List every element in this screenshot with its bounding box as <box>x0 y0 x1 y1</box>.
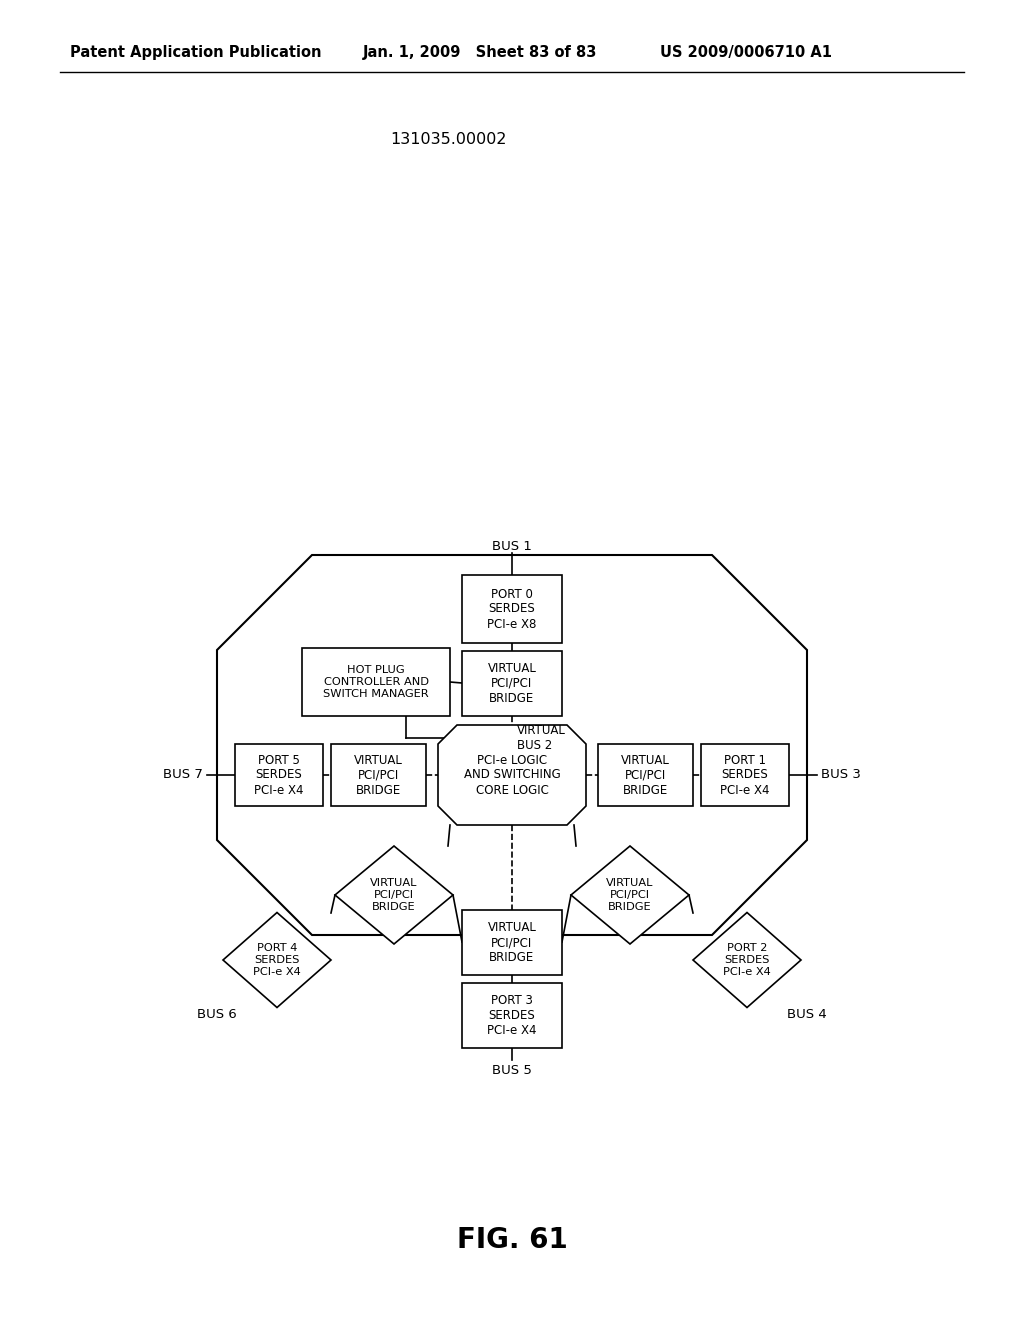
FancyBboxPatch shape <box>331 744 426 807</box>
FancyBboxPatch shape <box>462 983 562 1048</box>
Text: HOT PLUG
CONTROLLER AND
SWITCH MANAGER: HOT PLUG CONTROLLER AND SWITCH MANAGER <box>324 665 429 698</box>
Text: PORT 4
SERDES
PCI-e X4: PORT 4 SERDES PCI-e X4 <box>253 944 301 977</box>
Text: PORT 2
SERDES
PCI-e X4: PORT 2 SERDES PCI-e X4 <box>723 944 771 977</box>
Text: VIRTUAL
PCI/PCI
BRIDGE: VIRTUAL PCI/PCI BRIDGE <box>622 754 670 796</box>
Text: 131035.00002: 131035.00002 <box>390 132 507 148</box>
FancyBboxPatch shape <box>462 909 562 975</box>
Text: VIRTUAL
PCI/PCI
BRIDGE: VIRTUAL PCI/PCI BRIDGE <box>371 878 418 912</box>
Text: PORT 0
SERDES
PCI-e X8: PORT 0 SERDES PCI-e X8 <box>487 587 537 631</box>
FancyBboxPatch shape <box>701 744 790 807</box>
Polygon shape <box>335 846 453 944</box>
Text: BUS 6: BUS 6 <box>198 1008 237 1022</box>
Text: Patent Application Publication: Patent Application Publication <box>70 45 322 59</box>
FancyBboxPatch shape <box>234 744 323 807</box>
Text: BUS 3: BUS 3 <box>821 768 861 781</box>
Polygon shape <box>217 554 807 935</box>
Text: VIRTUAL
PCI/PCI
BRIDGE: VIRTUAL PCI/PCI BRIDGE <box>487 663 537 705</box>
Text: US 2009/0006710 A1: US 2009/0006710 A1 <box>660 45 831 59</box>
Polygon shape <box>438 725 586 825</box>
Text: Jan. 1, 2009   Sheet 83 of 83: Jan. 1, 2009 Sheet 83 of 83 <box>362 45 597 59</box>
Polygon shape <box>223 912 331 1007</box>
Text: BUS 7: BUS 7 <box>163 768 203 781</box>
Text: VIRTUAL
BUS 2: VIRTUAL BUS 2 <box>517 723 566 752</box>
Text: PORT 1
SERDES
PCI-e X4: PORT 1 SERDES PCI-e X4 <box>720 754 770 796</box>
FancyBboxPatch shape <box>302 648 450 715</box>
Text: BUS 5: BUS 5 <box>493 1064 531 1077</box>
Text: PCI-e LOGIC
AND SWITCHING
CORE LOGIC: PCI-e LOGIC AND SWITCHING CORE LOGIC <box>464 754 560 796</box>
Text: BUS 1: BUS 1 <box>493 540 531 553</box>
Text: PORT 3
SERDES
PCI-e X4: PORT 3 SERDES PCI-e X4 <box>487 994 537 1038</box>
Text: PORT 5
SERDES
PCI-e X4: PORT 5 SERDES PCI-e X4 <box>254 754 304 796</box>
Polygon shape <box>693 912 801 1007</box>
FancyBboxPatch shape <box>598 744 693 807</box>
Text: FIG. 61: FIG. 61 <box>457 1226 567 1254</box>
Text: VIRTUAL
PCI/PCI
BRIDGE: VIRTUAL PCI/PCI BRIDGE <box>606 878 653 912</box>
Text: VIRTUAL
PCI/PCI
BRIDGE: VIRTUAL PCI/PCI BRIDGE <box>487 921 537 964</box>
FancyBboxPatch shape <box>462 576 562 643</box>
Text: VIRTUAL
PCI/PCI
BRIDGE: VIRTUAL PCI/PCI BRIDGE <box>354 754 402 796</box>
FancyBboxPatch shape <box>462 651 562 715</box>
Polygon shape <box>571 846 689 944</box>
Text: BUS 4: BUS 4 <box>787 1008 826 1022</box>
